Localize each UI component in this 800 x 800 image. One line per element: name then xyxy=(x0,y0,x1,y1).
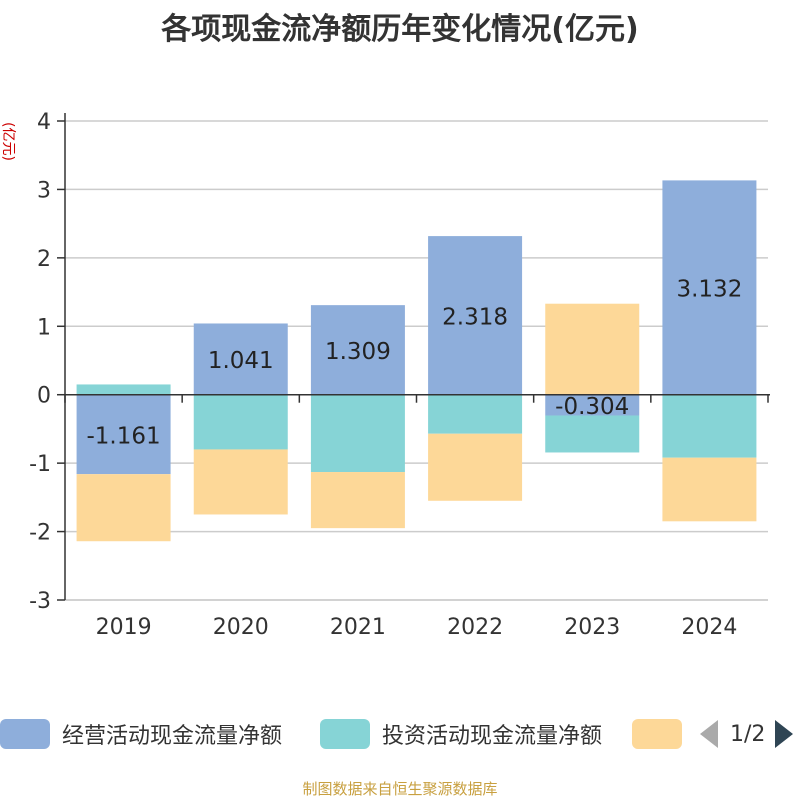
y-tick-label-3: 3 xyxy=(37,178,51,203)
data-label-2022: 2.318 xyxy=(442,304,508,330)
bar-2021-series-1 xyxy=(310,394,405,473)
x-tick-label-2023: 2023 xyxy=(564,615,620,640)
y-axis-label: (亿元) xyxy=(0,122,16,161)
bar-2022-series-1 xyxy=(428,394,523,434)
legend-pager: 1/2 xyxy=(700,716,794,752)
legend-item-investing[interactable]: 投资活动现金流量净额 xyxy=(320,716,602,752)
bar-2021-series-2 xyxy=(310,472,405,529)
data-source-footer: 制图数据来自恒生聚源数据库 xyxy=(302,780,498,798)
x-tick-label-2022: 2022 xyxy=(447,615,503,640)
bar-2023-series-0 xyxy=(545,394,640,416)
bar-2020-series-0 xyxy=(193,323,288,395)
data-label-2021: 1.309 xyxy=(325,339,391,365)
data-label-2020: 1.041 xyxy=(208,348,274,374)
y-tick-label--3: -3 xyxy=(29,589,51,614)
bar-2024-series-2 xyxy=(662,457,757,522)
y-tick-label-1: 1 xyxy=(37,315,51,340)
bar-2020-series-1 xyxy=(193,394,288,450)
chart-title: 各项现金流净额历年变化情况(亿元) xyxy=(161,12,639,47)
x-tick-label-2024: 2024 xyxy=(681,615,737,640)
axes-layer: -3 -2 -1 0 1 2 3 4 2019 2020 2021 2022 2023 2024 xyxy=(29,110,770,640)
x-tick-label-2019: 2019 xyxy=(96,615,152,640)
bar-2021-series-0 xyxy=(310,305,405,395)
y-tick-label--1: -1 xyxy=(29,452,51,477)
legend-label-operating: 经营活动现金流量净额 xyxy=(62,724,283,749)
y-tick-label-4: 4 xyxy=(37,110,51,135)
y-tick-label--2: -2 xyxy=(29,521,51,546)
grid-lines xyxy=(65,120,768,601)
legend-item-operating[interactable]: 经营活动现金流量净额 xyxy=(0,716,282,752)
stacked-bar-chart: -3 -2 -1 0 1 2 3 4 2019 2020 2021 2022 2023 2024 -1.1… xyxy=(0,110,770,640)
y-tick-label-0: 0 xyxy=(37,384,51,409)
bar-2019-series-1 xyxy=(76,384,171,395)
x-tick-label-2020: 2020 xyxy=(213,615,269,640)
x-tick-label-2021: 2021 xyxy=(330,615,386,640)
legend-item-third[interactable] xyxy=(632,716,694,752)
bar-2020-series-2 xyxy=(193,449,288,515)
bars-layer xyxy=(76,180,757,542)
bar-2024-series-1 xyxy=(662,394,757,458)
pager-next-arrow-icon[interactable] xyxy=(775,720,794,748)
bar-2023-series-2 xyxy=(545,303,640,395)
y-tick-label-2: 2 xyxy=(37,247,51,272)
data-label-2024: 3.132 xyxy=(676,277,742,303)
bar-2022-series-0 xyxy=(428,236,523,395)
bar-2019-series-0 xyxy=(76,394,171,475)
legend: 经营活动现金流量净额 投资活动现金流量净额 xyxy=(0,716,800,752)
legend-label-investing: 投资活动现金流量净额 xyxy=(382,724,603,749)
legend-swatch-operating xyxy=(0,719,50,749)
pager-page-text: 1/2 xyxy=(730,721,766,747)
bar-2019-series-2 xyxy=(76,474,171,542)
data-label-2023: -0.304 xyxy=(555,394,629,420)
data-label-2019: -1.161 xyxy=(87,423,161,449)
bar-2023-series-1 xyxy=(545,415,640,453)
data-labels-layer: -1.161 1.041 1.309 2.318 -0.304 3.132 xyxy=(87,277,743,450)
pager-prev-arrow-icon[interactable] xyxy=(700,720,718,748)
legend-swatch-investing xyxy=(320,719,370,749)
legend-swatch-third xyxy=(632,719,682,749)
bar-2022-series-2 xyxy=(428,433,523,501)
bar-2024-series-0 xyxy=(662,180,757,395)
